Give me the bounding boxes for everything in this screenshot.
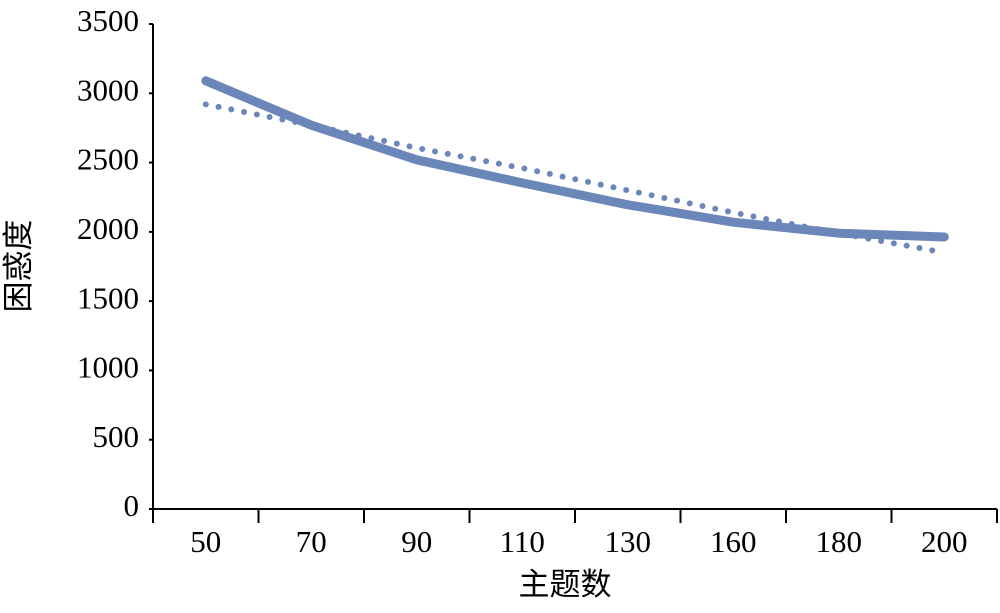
y-tick-label: 500	[93, 419, 140, 454]
x-tick-label: 130	[605, 524, 652, 559]
data-line	[201, 76, 949, 242]
y-tick-label: 0	[124, 488, 140, 523]
y-tick-label: 1500	[77, 280, 139, 315]
x-tick-label: 200	[921, 524, 968, 559]
x-tick-label: 160	[710, 524, 757, 559]
x-axis-title: 主题数	[519, 567, 612, 602]
x-tick-label: 50	[190, 524, 221, 559]
y-tick-label: 2000	[77, 211, 139, 246]
y-tick-label: 3500	[77, 3, 139, 38]
y-tick-label: 2500	[77, 142, 139, 177]
y-tick-label: 1000	[77, 350, 139, 385]
trend-line	[202, 101, 948, 256]
x-tick-label: 180	[816, 524, 863, 559]
x-tick-label: 70	[296, 524, 327, 559]
y-axis-title: 困惑度	[1, 220, 36, 313]
x-tick-label: 90	[401, 524, 432, 559]
y-tick-label: 3000	[77, 72, 139, 107]
x-tick-label: 110	[500, 524, 545, 559]
